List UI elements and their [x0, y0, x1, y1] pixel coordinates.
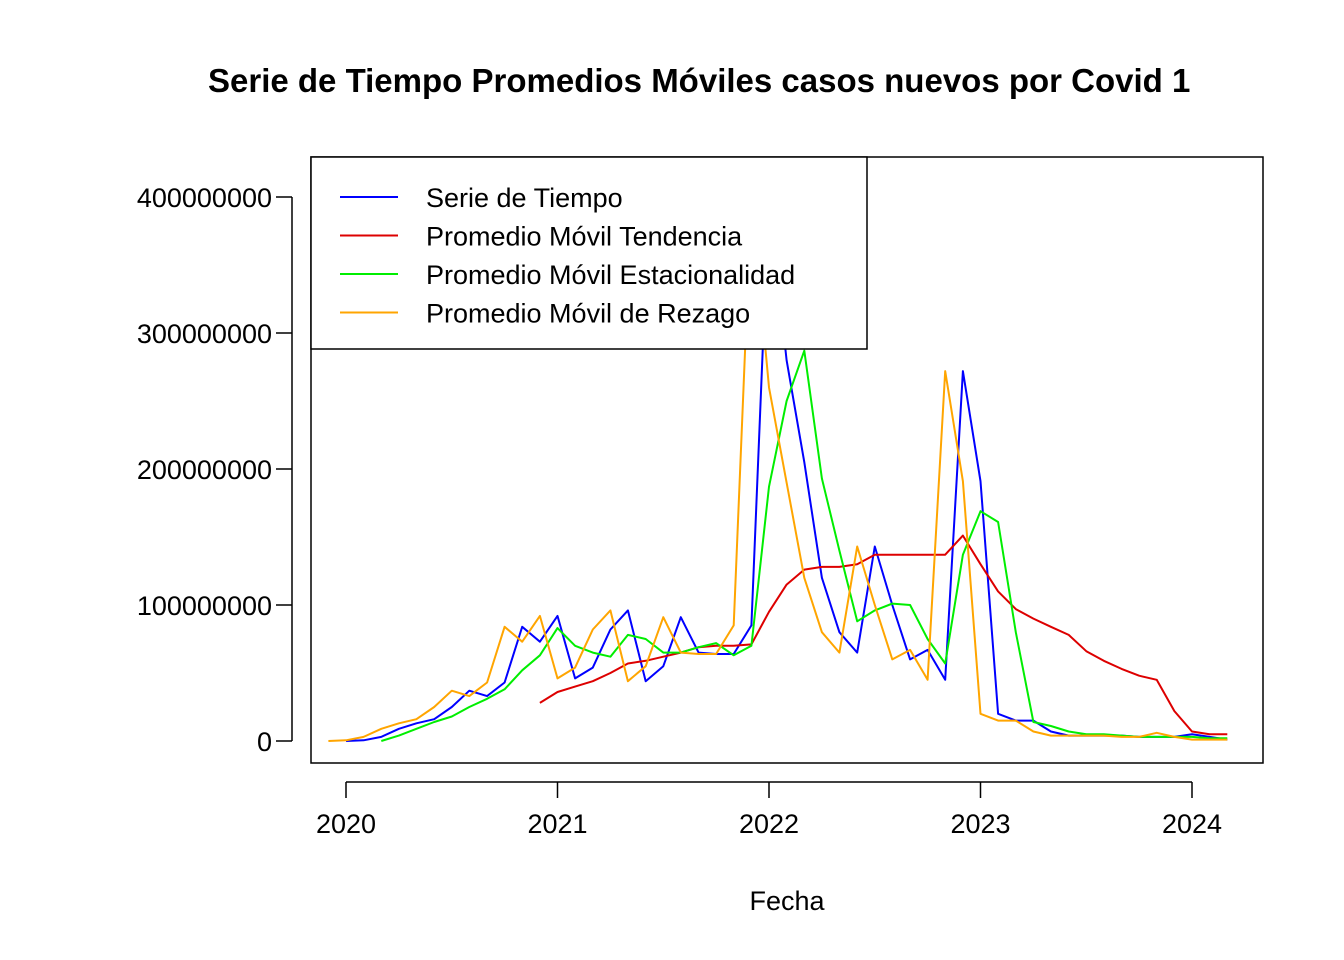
series-line-2 — [539, 534, 1228, 736]
x-axis-label: Fecha — [749, 886, 825, 916]
y-tick-label: 400000000 — [137, 183, 272, 213]
series-line-3 — [381, 349, 1228, 742]
y-tick-label: 200000000 — [137, 455, 272, 485]
legend-label: Promedio Móvil Tendencia — [426, 222, 743, 252]
y-axis: 0 100000000 200000000 300000000 400000000 — [137, 183, 293, 757]
x-tick-label: 2023 — [950, 809, 1010, 839]
x-tick-label: 2024 — [1162, 809, 1222, 839]
legend-label: Serie de Tiempo — [426, 183, 623, 213]
x-tick-label: 2020 — [316, 809, 376, 839]
series-group — [328, 196, 1228, 742]
legend-label: Promedio Móvil de Rezago — [426, 299, 750, 329]
series-line-4 — [328, 196, 1228, 742]
y-tick-label: 0 — [257, 727, 272, 757]
chart-title: Serie de Tiempo Promedios Móviles casos … — [208, 62, 1190, 99]
x-tick-label: 2021 — [527, 809, 587, 839]
legend-box — [310, 156, 868, 350]
y-tick-label: 100000000 — [137, 591, 272, 621]
legend-label: Promedio Móvil Estacionalidad — [426, 260, 795, 290]
y-tick-label: 300000000 — [137, 319, 272, 349]
x-tick-label: 2022 — [739, 809, 799, 839]
x-axis: 2020 2021 2022 2023 2024 — [316, 781, 1222, 839]
legend: Serie de Tiempo Promedio Móvil Tendencia P… — [310, 156, 868, 350]
